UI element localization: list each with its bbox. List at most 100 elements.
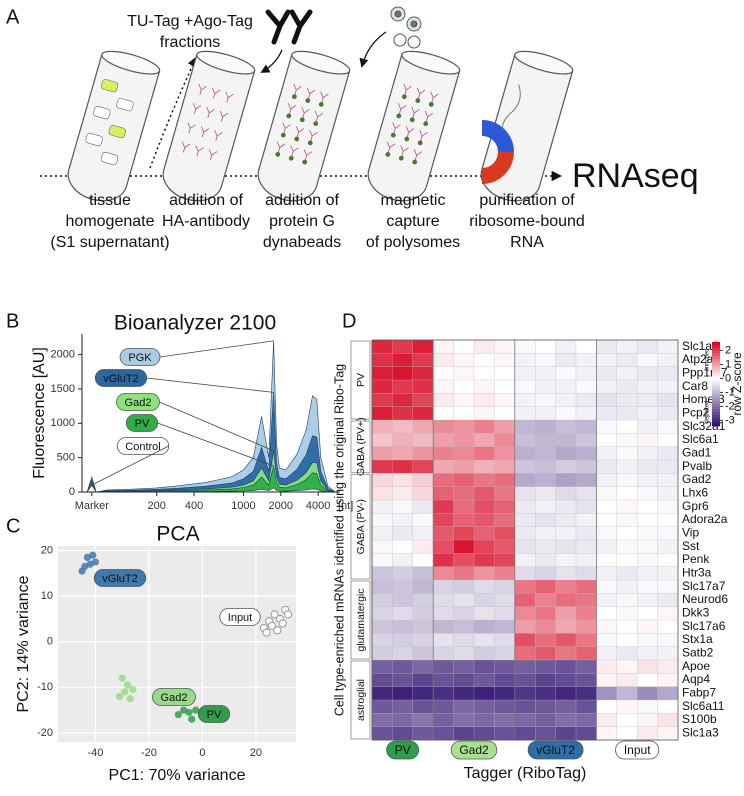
heatmap-cell	[473, 526, 495, 541]
bead	[390, 132, 396, 138]
heatmap-cell	[371, 406, 393, 421]
heatmap-cell	[555, 446, 577, 461]
heatmap-cell	[596, 486, 618, 501]
heatmap-cell	[433, 486, 454, 501]
heatmap-cell	[616, 606, 638, 621]
heatmap-cell	[514, 699, 536, 714]
colorbar-low: depleted	[705, 400, 711, 423]
colorbar-step	[712, 381, 720, 385]
heatmap-cell	[575, 499, 597, 514]
heatmap-cell	[535, 379, 556, 394]
heatmap-cell	[412, 406, 434, 421]
heatmap-cell	[453, 713, 475, 728]
antibody	[219, 110, 229, 122]
heatmap-cell	[453, 366, 475, 381]
gene-label: Fabp7	[682, 686, 716, 700]
heatmap-cell	[555, 713, 577, 728]
heatmap-cell	[412, 606, 434, 621]
heatmap-cell	[657, 646, 679, 661]
heatmap-cell	[637, 486, 658, 501]
heatmap-cell	[637, 366, 658, 381]
antibody	[392, 122, 401, 134]
heatmap-cell	[616, 699, 638, 714]
heatmap-cell	[433, 593, 454, 608]
heatmap-cell	[596, 579, 618, 594]
heatmap-cell	[433, 339, 454, 354]
heatmap-cell	[371, 513, 393, 528]
heatmap-cell	[371, 486, 393, 501]
pill-label: PV	[135, 418, 150, 430]
gene-label: Adora2a	[682, 512, 728, 526]
heatmap-cell	[514, 366, 536, 381]
label-pill: Gad2	[450, 740, 498, 760]
pill-shape	[615, 740, 660, 760]
pill-label: PV	[395, 743, 411, 757]
heatmap-cell	[596, 619, 618, 634]
x-tick-label: -20	[141, 747, 157, 759]
bead	[318, 101, 324, 107]
heatmap-cell	[494, 459, 516, 474]
row-group-box	[350, 473, 371, 580]
heatmap-cell	[596, 366, 618, 381]
heatmap-cell	[535, 659, 556, 674]
heatmap-cell	[494, 486, 516, 501]
point	[267, 621, 277, 630]
leader-line	[157, 422, 274, 467]
point	[185, 708, 193, 716]
antibody	[192, 103, 202, 115]
colorbar-tick-label: 0	[725, 372, 731, 384]
heatmap-cell	[433, 646, 454, 661]
heatmap-cell	[637, 699, 658, 714]
heatmap-cell	[473, 606, 495, 621]
heatmap-cell	[535, 713, 556, 728]
heatmap-cell	[535, 633, 556, 648]
heatmap-cell	[575, 366, 597, 381]
heatmap-cell	[433, 473, 454, 488]
colorbar-step	[712, 375, 720, 379]
area-series	[86, 465, 336, 493]
x-tick-label: 400	[185, 500, 203, 512]
row-group-label: astroglial	[355, 679, 367, 721]
point	[78, 567, 86, 575]
label-pill: Input	[615, 740, 660, 760]
antibody	[187, 122, 196, 134]
colorbar-step	[712, 423, 720, 427]
heatmap-cell	[535, 433, 556, 448]
colorbar-step	[712, 347, 720, 351]
heatmap-cell	[392, 579, 414, 594]
heatmap-cell	[575, 606, 597, 621]
row-group-label: glutamatergic	[355, 588, 367, 651]
point	[192, 706, 200, 714]
heatmap-cell	[412, 353, 434, 368]
heatmap-cell	[657, 513, 679, 528]
heatmap-cell	[392, 446, 414, 461]
tube-rim	[101, 50, 161, 75]
x-tick-label: 200	[148, 500, 166, 512]
heatmap-cell	[433, 366, 454, 381]
heatmap-cell	[535, 539, 556, 554]
colorbar-step	[712, 420, 720, 424]
bead	[385, 151, 391, 157]
heatmap-cell	[392, 393, 414, 408]
heatmap-cell	[392, 499, 414, 514]
heatmap-cell	[392, 473, 414, 488]
heatmap-cell	[535, 459, 556, 474]
heatmap-cell	[657, 486, 679, 501]
heatmap-cell	[575, 459, 597, 474]
heatmap-cell	[412, 513, 434, 528]
x-tick-label: 1000	[231, 500, 255, 512]
bead	[396, 113, 402, 119]
antibody	[416, 87, 426, 99]
heatmap-cell	[596, 659, 618, 674]
heatmap-cell	[412, 459, 434, 474]
heatmap-cell	[392, 633, 414, 648]
pill-label: Input	[624, 743, 651, 757]
row-group-box	[350, 420, 371, 473]
heatmap-cell	[473, 686, 495, 701]
heatmap-cell	[392, 459, 414, 474]
magnet	[481, 120, 514, 184]
heatmap-cell	[575, 539, 597, 554]
heatmap-cell	[473, 459, 495, 474]
gene-label: Slc17a6	[682, 619, 726, 633]
heatmap-cell	[637, 379, 658, 394]
